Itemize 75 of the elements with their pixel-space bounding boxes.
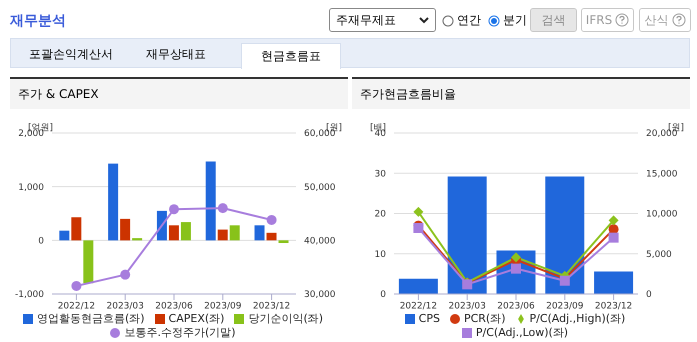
y2-tick-label: 30,000 (304, 290, 336, 300)
y-tick-label: 1,000 (18, 182, 44, 193)
text: IFRS (586, 13, 612, 27)
bar (218, 230, 228, 240)
text: 재무분석 (10, 12, 66, 30)
bar (254, 225, 265, 240)
legend-label: P/C(Adj.,High)(좌) (530, 312, 626, 325)
point (169, 204, 179, 214)
y-tick-label: 30 (374, 169, 386, 180)
bar (83, 240, 94, 284)
y2-tick-label: 20,000 (646, 129, 678, 140)
point (511, 252, 521, 262)
y2-tick-label: 40,000 (304, 236, 336, 247)
x-tick-label: 2023/12 (252, 301, 290, 312)
legend-label: CAPEX(좌) (168, 312, 224, 325)
bar (398, 278, 438, 294)
text: 산식 (644, 12, 668, 28)
bar (266, 232, 277, 240)
chart-title: 주가 & CAPEX (10, 79, 348, 109)
point (218, 203, 228, 214)
point (608, 215, 619, 226)
y-tick-label: -1,000 (14, 290, 44, 300)
point (266, 214, 277, 225)
text: 현금흐름표 (241, 43, 341, 69)
bar (71, 217, 82, 240)
x-tick-label: 2023/09 (204, 301, 242, 312)
bar (59, 230, 70, 240)
y2-tick-label: 50,000 (304, 182, 336, 193)
x-tick-label: 2023/06 (155, 301, 193, 312)
point (120, 270, 130, 280)
y-tick-label: 0 (38, 236, 44, 247)
text: 포괄손익계산서 (28, 46, 114, 62)
legend-label: P/C(Adj.,Low)(좌) (476, 326, 568, 339)
point (413, 206, 424, 217)
x-tick-label: 2023/06 (497, 301, 535, 312)
bar (120, 218, 130, 240)
y-tick-label: 10 (374, 250, 386, 260)
x-tick-label: 2023/03 (448, 301, 486, 312)
chart-title: 주가현금흐름비율 (352, 79, 690, 109)
bar (168, 225, 179, 240)
x-tick-label: 2023/09 (546, 301, 584, 312)
bar (545, 176, 584, 294)
x-tick-label: 2022/12 (58, 301, 96, 312)
bar (180, 222, 191, 240)
point (608, 232, 619, 243)
bar (206, 161, 216, 240)
x-tick-label: 2022/12 (400, 301, 438, 312)
legend-label: 당기순이익(좌) (248, 312, 324, 325)
bar (448, 176, 487, 294)
legend-label: PCR(좌) (464, 312, 506, 325)
bar (594, 271, 634, 294)
y-tick-label: 0 (380, 290, 386, 300)
legend-label: 보통주.수정주가(기말) (124, 326, 236, 339)
text: 주재무제표 (336, 12, 396, 28)
point (511, 264, 521, 274)
y-tick-label: 40 (374, 129, 386, 140)
y2-tick-label: 15,000 (646, 169, 678, 180)
y2-tick-label: 60,000 (304, 129, 336, 140)
y2-tick-label: 0 (646, 290, 652, 300)
x-tick-label: 2023/12 (594, 301, 632, 312)
text: 연간 (457, 12, 481, 29)
point (71, 280, 82, 291)
x-tick-label: 2023/03 (106, 301, 144, 312)
bar (230, 225, 240, 240)
y2-tick-label: 10,000 (646, 210, 678, 220)
legend-label: 영업활동현금흐름(좌) (36, 312, 145, 325)
legend-label: CPS (418, 312, 440, 325)
bar (278, 240, 289, 244)
text: 분기 (503, 12, 527, 29)
bar (108, 164, 118, 240)
y-tick-label: 2,000 (18, 129, 44, 140)
text: 검색 (530, 8, 577, 32)
y-tick-label: 20 (374, 210, 386, 220)
y2-tick-label: 5,000 (646, 250, 672, 260)
text: 재무상태표 (145, 46, 207, 62)
